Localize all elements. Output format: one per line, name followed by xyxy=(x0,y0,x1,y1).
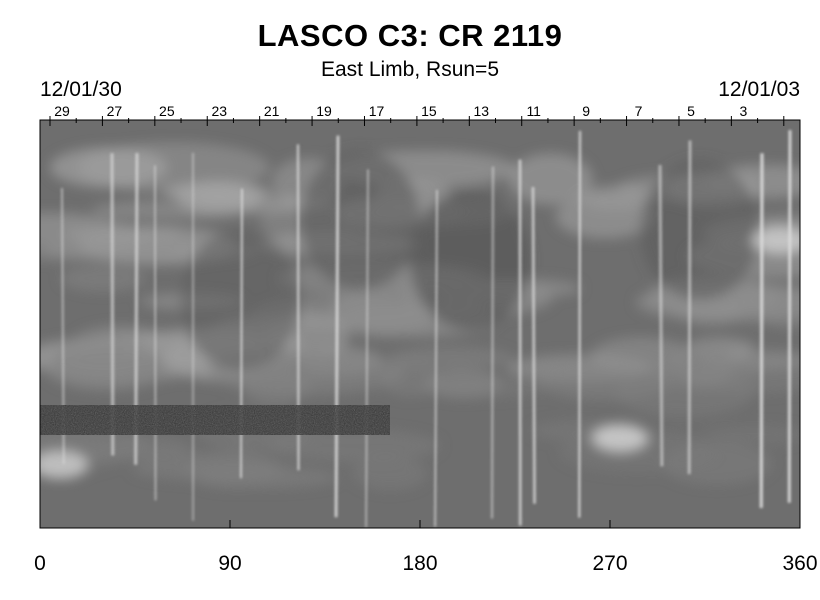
day-marker-label: 15 xyxy=(421,103,437,119)
bright-streak xyxy=(365,169,369,528)
coronal-feature xyxy=(46,350,168,391)
day-marker-label: 11 xyxy=(526,103,541,119)
day-marker-label: 27 xyxy=(107,103,123,119)
coronal-feature xyxy=(132,457,290,481)
coronal-feature xyxy=(751,287,800,329)
bright-streak xyxy=(658,164,664,467)
bright-streak xyxy=(759,153,764,509)
day-marker-label: 7 xyxy=(635,103,643,119)
end-date-label: 12/01/03 xyxy=(718,78,800,101)
dark-region xyxy=(300,150,420,290)
start-date-label: 12/01/30 xyxy=(40,78,122,101)
bright-streak xyxy=(434,189,438,527)
coronal-feature xyxy=(63,225,182,243)
bright-streak xyxy=(787,130,792,503)
coronal-image xyxy=(40,120,800,528)
coronal-feature xyxy=(163,181,270,204)
bright-streak xyxy=(687,140,692,475)
coronal-feature xyxy=(555,194,654,239)
bright-streak xyxy=(490,166,495,519)
coronal-feature xyxy=(241,366,310,406)
day-marker-label: 19 xyxy=(316,103,332,119)
day-marker-label: 29 xyxy=(54,103,70,119)
day-marker-label: 17 xyxy=(369,103,385,119)
coronal-feature xyxy=(59,264,147,292)
bright-streak xyxy=(578,130,582,518)
bright-streak xyxy=(531,186,536,504)
x-tick-label: 0 xyxy=(34,552,46,575)
coronal-feature xyxy=(379,358,441,398)
bright-feature xyxy=(752,226,800,254)
x-tick-label: 90 xyxy=(218,552,241,575)
dark-region xyxy=(640,160,760,300)
coronal-feature xyxy=(677,296,745,326)
noise-band xyxy=(40,405,390,435)
coronal-feature xyxy=(614,368,755,417)
plot-title: LASCO C3: CR 2119 xyxy=(257,18,563,53)
plot-subtitle: East Limb, Rsun=5 xyxy=(320,58,499,81)
x-tick-label: 270 xyxy=(592,552,627,575)
x-tick-label: 360 xyxy=(782,552,817,575)
bright-streak xyxy=(334,135,340,518)
x-axis: 0 90 180 270 360 xyxy=(34,520,818,575)
day-marker-label: 9 xyxy=(582,103,590,119)
coronal-feature xyxy=(421,378,551,398)
bright-feature xyxy=(592,424,648,452)
coronal-feature xyxy=(508,153,593,205)
day-marker-label: 25 xyxy=(159,103,175,119)
bright-streak xyxy=(154,165,157,501)
coronal-feature xyxy=(49,147,168,188)
coronal-feature xyxy=(352,456,428,491)
day-marker-label: 21 xyxy=(264,103,280,119)
day-marker-label: 5 xyxy=(687,103,695,119)
day-marker-label: 13 xyxy=(474,103,490,119)
day-marker-label: 23 xyxy=(211,103,227,119)
dark-region xyxy=(410,190,530,330)
coronal-feature xyxy=(91,200,239,220)
day-marker-label: 3 xyxy=(739,103,747,119)
coronal-feature xyxy=(702,425,800,444)
bright-feature xyxy=(40,451,88,479)
dark-region xyxy=(180,230,300,370)
x-tick-label: 180 xyxy=(402,552,437,575)
